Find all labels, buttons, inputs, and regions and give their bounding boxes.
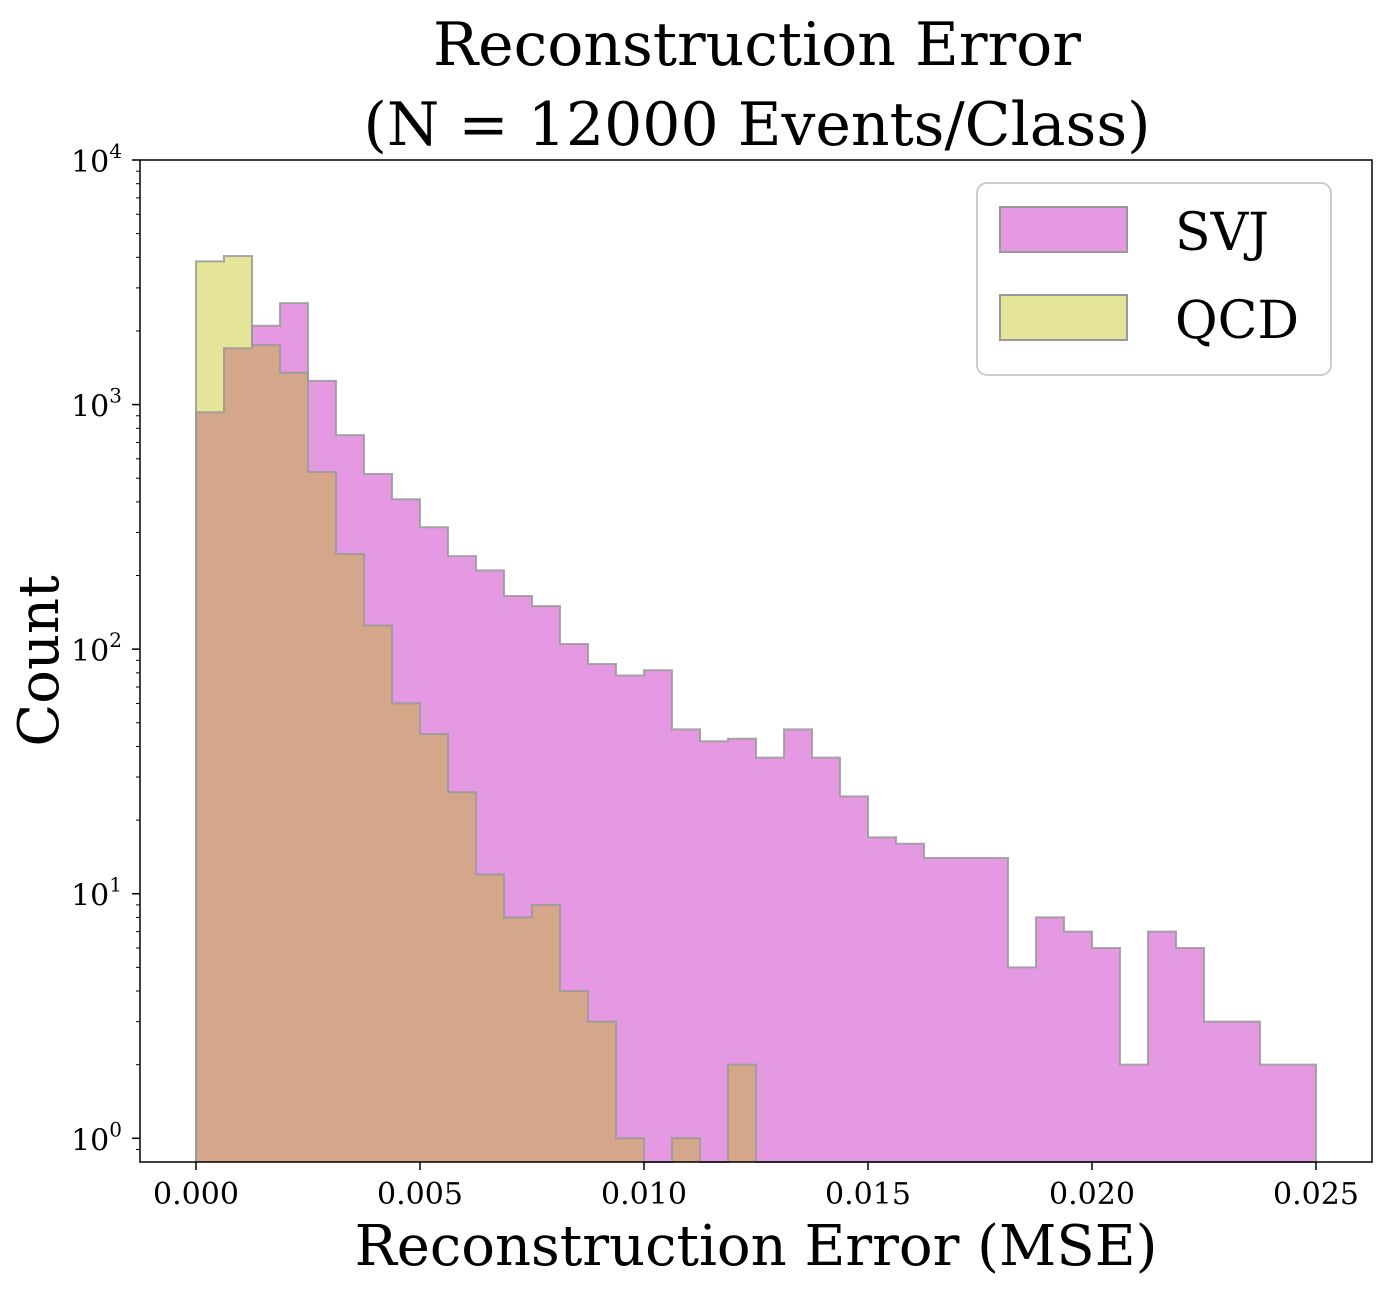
svj-bar — [1288, 1064, 1316, 1162]
y-tick-label: 101 — [71, 873, 122, 914]
svj-bar — [1204, 1021, 1232, 1162]
overlap-bar — [364, 625, 392, 1162]
y-tick-label: 104 — [71, 139, 122, 180]
x-tick-label: 0.025 — [1273, 1177, 1359, 1212]
svj-bar — [616, 675, 644, 1162]
svj-bar — [1092, 947, 1120, 1162]
svj-bar — [1036, 917, 1064, 1162]
y-axis-ticks: 100 101 102 103 104 — [71, 139, 140, 1158]
svj-bar — [952, 857, 980, 1162]
overlap-bar — [280, 372, 308, 1162]
svj-bar — [1064, 931, 1092, 1162]
overlap-bar — [308, 472, 336, 1163]
svj-bar — [1176, 947, 1204, 1162]
legend-swatch-qcd — [999, 294, 1128, 341]
svj-bar — [924, 857, 952, 1162]
legend-label-qcd: QCD — [1175, 291, 1299, 351]
svj-bar — [700, 741, 728, 1162]
overlap-bar — [196, 412, 224, 1162]
x-tick-label: 0.015 — [825, 1177, 911, 1212]
overlap-bar — [224, 348, 252, 1162]
svj-bar — [868, 837, 896, 1162]
overlap-bar — [616, 1138, 644, 1162]
svj-bar — [812, 757, 840, 1162]
svj-bar — [672, 729, 700, 1162]
x-tick-label: 0.000 — [153, 1177, 239, 1212]
x-axis-label: Reconstruction Error (MSE) — [355, 1214, 1158, 1279]
svj-bar — [1120, 1064, 1148, 1162]
overlap-bar — [728, 1064, 756, 1162]
chart-title-line-1: Reconstruction Error — [433, 10, 1081, 80]
overlap-bar — [448, 792, 476, 1162]
svj-bar — [1148, 931, 1176, 1162]
svj-outline — [195, 302, 1317, 1162]
chart-title-line-2: (N = 12000 Events/Class) — [363, 90, 1150, 160]
x-axis-ticks: 0.000 0.005 0.010 0.015 0.020 0.025 — [153, 1162, 1359, 1212]
plot-frame — [139, 159, 1373, 1163]
svj-bar — [784, 729, 812, 1162]
overlap-bar — [560, 991, 588, 1162]
overlap-bar — [532, 904, 560, 1162]
legend-swatch-svj — [999, 206, 1128, 253]
x-tick-label: 0.005 — [377, 1177, 463, 1212]
overlap-bar — [588, 1021, 616, 1162]
legend: SVJ QCD — [976, 182, 1332, 376]
svj-bar — [980, 857, 1008, 1162]
overlap-bar — [672, 1138, 700, 1162]
overlap-bar — [476, 874, 504, 1162]
overlap-bar — [252, 345, 280, 1162]
histogram-bars — [195, 255, 1317, 1163]
svj-bar — [644, 670, 672, 1162]
svj-bar — [756, 757, 784, 1162]
y-tick-label: 100 — [71, 1117, 122, 1158]
legend-label-svj: SVJ — [1175, 203, 1269, 263]
svj-bar — [896, 843, 924, 1162]
svj-bar — [1260, 1064, 1288, 1162]
overlap-bar — [336, 553, 364, 1162]
svj-bar — [1008, 967, 1036, 1162]
svj-bar — [1232, 1021, 1260, 1162]
x-tick-label: 0.020 — [1049, 1177, 1135, 1212]
svj-bar — [840, 796, 868, 1162]
x-tick-label: 0.010 — [601, 1177, 687, 1212]
overlap-bar — [504, 917, 532, 1162]
y-axis-label: Count — [7, 575, 72, 747]
y-tick-label: 103 — [71, 384, 122, 425]
overlap-bar — [392, 703, 420, 1162]
y-tick-label: 102 — [71, 628, 122, 669]
overlap-bar — [420, 733, 448, 1162]
